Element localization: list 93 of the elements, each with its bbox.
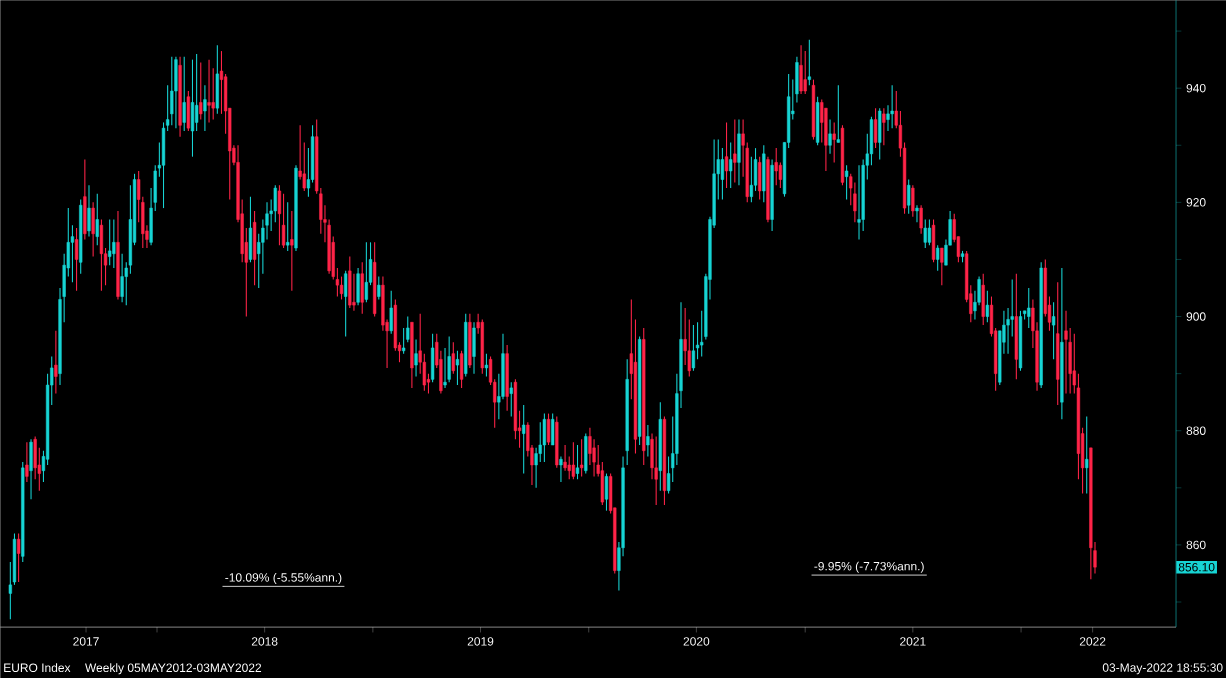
text: EURO Index: [4, 663, 71, 672]
text: 03-May-2022 18:55:30: [1102, 663, 1223, 675]
candlestick: [54, 330, 58, 395]
candlestick: [882, 107, 886, 146]
candlestick: [546, 413, 551, 446]
candlestick: [575, 444, 580, 480]
y-tick-label: 940: [1186, 83, 1206, 93]
candlestick: [559, 455, 563, 483]
candlestick: [1064, 310, 1068, 395]
candlestick: [339, 275, 344, 300]
candlestick: [604, 472, 609, 512]
candlestick: [923, 218, 927, 249]
candlestick: [724, 121, 729, 189]
candlestick: [691, 324, 696, 372]
candlestick: [828, 118, 832, 155]
x-tick-label: 2019: [467, 637, 494, 646]
candlestick: [203, 84, 207, 132]
candlestick: [108, 218, 112, 266]
candlestick: [377, 275, 381, 300]
candlestick: [774, 147, 778, 186]
candlestick: [807, 39, 811, 86]
candlestick: [389, 290, 393, 335]
candlestick: [25, 441, 29, 483]
candlestick: [509, 381, 513, 417]
candlestick: [873, 107, 878, 149]
candlestick: [16, 532, 21, 583]
candlestick: [927, 218, 932, 246]
candlestick: [290, 210, 294, 292]
candlestick: [733, 118, 737, 183]
candlestick: [219, 50, 224, 115]
x-tick-label: 2018: [251, 637, 278, 646]
candlestick: [451, 341, 455, 375]
candlestick: [95, 193, 99, 246]
candlestick: [443, 347, 447, 389]
candlestick: [646, 424, 650, 457]
x-tick-label: 2020: [683, 637, 710, 646]
candlestick: [563, 444, 567, 472]
candlestick: [286, 201, 290, 252]
candlestick: [1027, 287, 1031, 329]
candlestick: [836, 84, 840, 143]
candlestick: [985, 290, 989, 323]
y-tick-label: 920: [1186, 198, 1206, 207]
candlestick: [335, 267, 340, 298]
candlestick: [857, 164, 861, 240]
candlestick: [832, 121, 836, 163]
candlestick: [654, 435, 658, 506]
candlestick: [1051, 301, 1056, 360]
candlestick: [207, 59, 211, 123]
candlestick: [749, 156, 754, 203]
candlestick: [940, 247, 944, 286]
candlestick: [522, 404, 526, 475]
candlestick: [729, 141, 733, 189]
candlestick: [182, 56, 186, 132]
candlestick: [281, 193, 286, 249]
candlestick: [803, 50, 807, 95]
candlestick: [820, 99, 824, 143]
candlestick: [402, 327, 406, 355]
candlestick: [700, 310, 704, 357]
candlestick: [907, 178, 911, 215]
annotation: 856.10: [1178, 562, 1215, 572]
y-tick-label: 880: [1186, 426, 1206, 435]
candlestick: [915, 204, 919, 223]
candlestick: [1006, 307, 1010, 355]
x-tick-label: 2021: [900, 637, 926, 646]
candlestick: [199, 61, 203, 121]
candlestick: [406, 315, 410, 343]
candlestick: [919, 204, 923, 235]
annotation: -9.95% (-7.73%ann.): [814, 561, 924, 573]
candlestick: [277, 184, 282, 246]
candlestick: [1085, 415, 1089, 495]
candlestick: [844, 164, 849, 200]
y-tick-label: 900: [1186, 312, 1206, 321]
candlestick: [911, 184, 915, 218]
candlestick: [414, 338, 418, 377]
candlestick: [571, 441, 575, 480]
candlestick: [87, 184, 91, 238]
candlestick: [890, 84, 894, 129]
candlestick: [580, 438, 584, 477]
candlestick: [936, 244, 940, 272]
candlestick: [352, 273, 356, 312]
candlestick: [484, 353, 489, 377]
x-tick-label: 2022: [1079, 637, 1106, 646]
x-tick-label: 2017: [73, 637, 99, 646]
candlestick: [170, 56, 174, 126]
candlestick: [344, 270, 348, 338]
y-tick-label: 860: [1186, 540, 1206, 550]
candlestick: [112, 218, 116, 269]
annotation: -10.09% (-5.55%ann.): [225, 572, 342, 585]
text: Weekly 05MAY2012-03MAY2022: [85, 663, 262, 675]
candlestick: [74, 227, 79, 292]
candlestick: [120, 253, 124, 303]
candlestick: [534, 447, 538, 489]
candlestick: [455, 350, 460, 386]
